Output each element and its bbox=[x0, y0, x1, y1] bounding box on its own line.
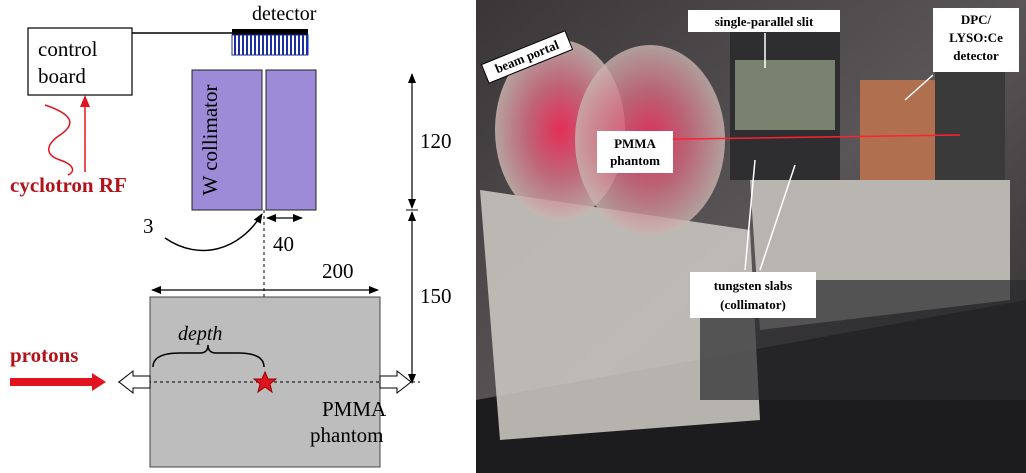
dimension-label: 200 bbox=[322, 259, 354, 283]
hollow-arrow bbox=[380, 371, 411, 393]
control-board-label: board bbox=[38, 64, 86, 88]
collimator-label: W collimator bbox=[198, 84, 222, 195]
collimator-slab bbox=[266, 70, 316, 210]
photo-label: phantom bbox=[610, 153, 660, 168]
proton-arrow bbox=[10, 373, 106, 391]
dimension-label: 120 bbox=[420, 129, 452, 153]
detector-pixels bbox=[232, 35, 308, 55]
photo-label: detector bbox=[953, 48, 999, 63]
hollow-arrow bbox=[119, 371, 150, 393]
photo-label: single-parallel slit bbox=[715, 14, 814, 29]
dimension-label: 3 bbox=[143, 214, 154, 238]
slit-arrow bbox=[165, 214, 262, 250]
photo-label: DPC/ bbox=[961, 12, 992, 27]
photo-label: PMMA bbox=[614, 136, 656, 151]
slit-block bbox=[735, 60, 835, 130]
depth-label: depth bbox=[178, 323, 222, 345]
dimension-label: 40 bbox=[273, 232, 294, 256]
protons-label: protons bbox=[10, 343, 78, 367]
phantom-label: PMMA bbox=[322, 397, 387, 421]
detector-label: detector bbox=[252, 3, 317, 25]
schematic: control board detector W collimator cycl… bbox=[10, 3, 452, 467]
photo-label: LYSO:Ce bbox=[949, 30, 1003, 45]
figure: control board detector W collimator cycl… bbox=[0, 0, 1026, 473]
detector-block bbox=[860, 80, 935, 180]
photo: beam portal single-parallel slit DPC/ LY… bbox=[476, 0, 1026, 473]
detector-top bbox=[232, 29, 308, 35]
control-board-label: control bbox=[38, 37, 98, 61]
rf-wave bbox=[45, 105, 73, 175]
cyclotron-rf-label: cyclotron RF bbox=[10, 173, 127, 197]
photo-label: tungsten slabs bbox=[714, 278, 792, 293]
photo-label: (collimator) bbox=[720, 297, 786, 312]
phantom-label: phantom bbox=[310, 423, 384, 447]
detector-housing bbox=[935, 60, 1005, 180]
dimension-label: 150 bbox=[420, 284, 452, 308]
